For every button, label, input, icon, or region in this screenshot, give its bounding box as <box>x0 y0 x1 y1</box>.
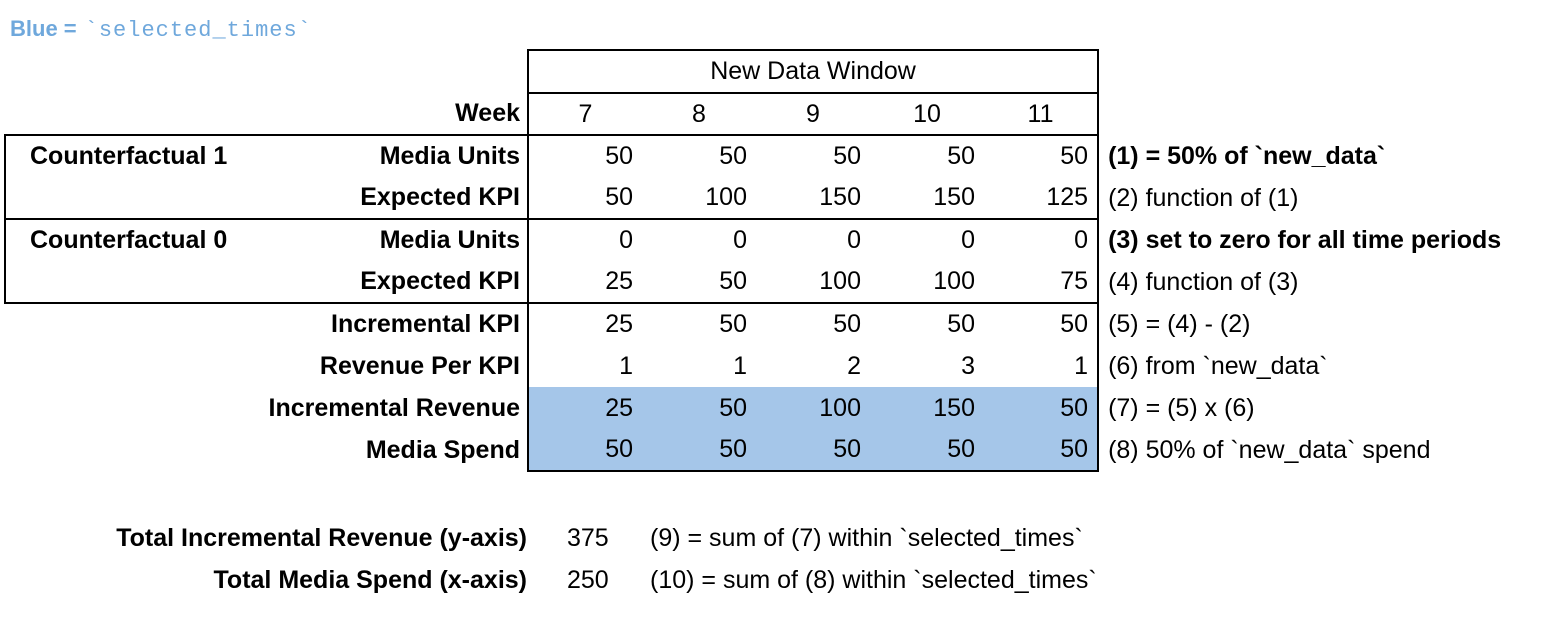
table-row-media-units-cf0: Counterfactual 0 Media Units 0 0 0 0 0 (… <box>4 219 1542 261</box>
row-annotation: (8) 50% of `new_data` spend <box>1108 435 1431 464</box>
row-annotation: (1) = 50% of `new_data` <box>1108 141 1386 170</box>
data-cell: 50 <box>642 261 756 304</box>
data-cell-highlighted: 50 <box>870 429 984 472</box>
data-cell: 150 <box>870 177 984 220</box>
window-header: New Data Window <box>526 49 1100 94</box>
data-cell-highlighted: 50 <box>984 429 1100 472</box>
row-label: Expected KPI <box>255 261 528 304</box>
row-annotation: (7) = (5) x (6) <box>1108 393 1255 422</box>
spacer-cell <box>5 303 255 345</box>
row-annotation: (3) set to zero for all time periods <box>1108 225 1502 254</box>
week-cell: 9 <box>756 93 870 136</box>
data-cell: 100 <box>756 261 870 304</box>
row-label: Media Units <box>379 142 520 170</box>
data-cell-highlighted: 50 <box>642 387 756 429</box>
data-cell: 3 <box>961 351 975 380</box>
data-cell: 100 <box>870 261 984 304</box>
data-cell-highlighted: 50 <box>984 387 1100 429</box>
spacer-cell <box>5 50 528 93</box>
row-label: Incremental Revenue <box>268 393 521 422</box>
table-row-expected-kpi-cf1: Expected KPI 50 100 150 150 125 (2) func… <box>4 177 1542 220</box>
total-incremental-revenue-label: Total Incremental Revenue (y-axis) <box>116 524 527 552</box>
data-cell: 75 <box>984 261 1100 304</box>
spacer-cell <box>5 345 255 387</box>
data-cell-highlighted: 50 <box>642 429 756 472</box>
week-cell: 11 <box>984 93 1100 136</box>
row-label: Incremental KPI <box>331 310 520 338</box>
data-cell: 50 <box>947 310 975 338</box>
group-label: Counterfactual 0 <box>4 219 255 261</box>
table-row-media-units-cf1: Counterfactual 1 Media Units 50 50 50 50… <box>4 135 1542 177</box>
data-cell: 1 <box>733 351 747 380</box>
data-cell-highlighted: 50 <box>756 429 870 472</box>
total-incremental-revenue-annotation: (9) = sum of (7) within `selected_times` <box>650 524 1083 552</box>
total-incremental-revenue-value: 375 <box>567 524 609 552</box>
table-row-incremental-kpi: Incremental KPI 25 50 50 50 50 (5) = (4)… <box>5 303 1542 345</box>
table-row-revenue-per-kpi: Revenue Per KPI 1 1 2 3 1 (6) from `new_… <box>5 345 1542 387</box>
data-cell: 50 <box>527 135 642 177</box>
row-annotation: (5) = (4) - (2) <box>1108 309 1251 338</box>
totals-section: Total Incremental Revenue (y-axis) 375 (… <box>4 517 1544 601</box>
data-cell: 50 <box>719 142 747 170</box>
group-label <box>4 261 255 304</box>
data-cell: 125 <box>984 177 1100 220</box>
row-label: Media Units <box>379 226 520 254</box>
spacer-cell <box>5 93 255 136</box>
data-cell: 50 <box>947 142 975 170</box>
data-cell: 2 <box>847 351 861 380</box>
spacer-cell <box>1098 50 1542 93</box>
legend-code: `selected_times` <box>84 18 312 43</box>
window-header-row: New Data Window <box>5 49 1542 94</box>
group-label: Counterfactual 1 <box>4 135 255 177</box>
group-label <box>4 177 255 220</box>
week-row: Week 7 8 9 10 11 <box>5 93 1542 136</box>
data-cell: 0 <box>527 219 642 261</box>
week-cell: 7 <box>527 93 642 136</box>
total-media-spend-value: 250 <box>567 566 609 594</box>
legend: Blue = `selected_times` <box>10 16 1544 43</box>
data-cell: 50 <box>833 142 861 170</box>
data-cell: 50 <box>719 310 747 338</box>
row-label: Revenue Per KPI <box>319 351 520 380</box>
data-cell: 25 <box>527 261 642 304</box>
spacer-cell <box>1098 93 1542 135</box>
data-cell: 150 <box>756 177 870 220</box>
data-cell: 50 <box>984 135 1100 177</box>
data-cell: 50 <box>984 303 1100 345</box>
data-cell: 0 <box>733 226 747 254</box>
row-annotation: (6) from `new_data` <box>1108 351 1328 380</box>
total-media-spend-annotation: (10) = sum of (8) within `selected_times… <box>650 566 1097 594</box>
data-cell: 0 <box>847 226 861 254</box>
data-cell: 0 <box>961 226 975 254</box>
total-media-spend-label: Total Media Spend (x-axis) <box>213 566 527 594</box>
data-cell: 100 <box>642 177 756 220</box>
spacer-cell <box>5 429 255 471</box>
legend-label: Blue = <box>10 16 77 41</box>
table-row-expected-kpi-cf0: Expected KPI 25 50 100 100 75 (4) functi… <box>4 261 1542 304</box>
week-cell: 10 <box>870 93 984 136</box>
row-label: Media Spend <box>365 435 520 464</box>
spacer-cell <box>5 387 255 429</box>
table-row-incremental-revenue: Incremental Revenue 25 50 100 150 50 (7)… <box>5 387 1542 429</box>
row-annotation: (2) function of (1) <box>1108 183 1299 212</box>
week-cell: 8 <box>642 93 756 136</box>
data-cell: 50 <box>527 177 642 220</box>
data-cell: 25 <box>527 303 642 345</box>
week-label: Week <box>255 93 528 136</box>
data-cell-highlighted: 25 <box>527 387 642 429</box>
row-annotation: (4) function of (3) <box>1108 267 1299 296</box>
data-cell-highlighted: 150 <box>870 387 984 429</box>
counterfactual-table: New Data Window Week 7 8 9 10 11 Counter… <box>4 49 1543 472</box>
row-label: Expected KPI <box>255 177 528 220</box>
data-cell: 0 <box>984 219 1100 261</box>
data-cell-highlighted: 100 <box>756 387 870 429</box>
data-cell-highlighted: 50 <box>527 429 642 472</box>
data-cell: 50 <box>833 310 861 338</box>
data-cell: 1 <box>527 345 642 387</box>
table-row-media-spend: Media Spend 50 50 50 50 50 (8) 50% of `n… <box>5 429 1542 472</box>
data-cell: 1 <box>984 345 1100 387</box>
